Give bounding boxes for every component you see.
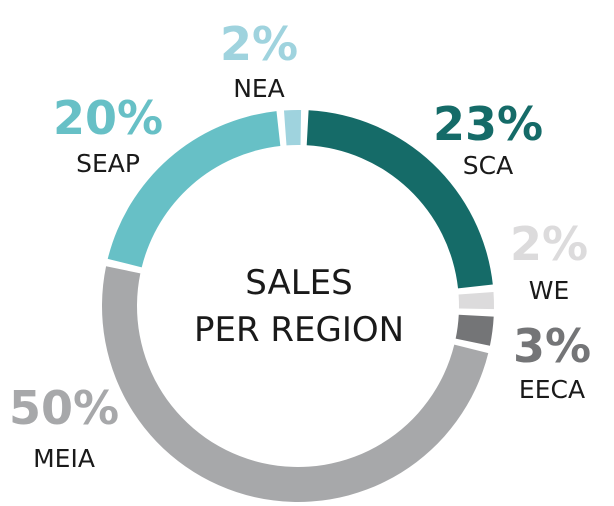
value-label-eeca: 3% — [513, 319, 591, 373]
slice-label-we: 2% WE — [510, 217, 588, 305]
slice-label-seap: 20% SEAP — [53, 91, 163, 178]
donut-slice-seap — [107, 111, 281, 268]
donut-slice-eeca — [455, 314, 494, 346]
slice-label-nea: 2% NEA — [220, 17, 298, 103]
value-label-seap: 20% — [53, 91, 163, 145]
region-label-meia: MEIA — [33, 444, 95, 473]
slice-label-eeca: 3% EECA — [513, 319, 591, 404]
value-label-meia: 50% — [9, 381, 119, 435]
value-label-we: 2% — [510, 217, 588, 271]
donut-slice-nea — [283, 110, 302, 146]
donut-slice-sca — [306, 110, 493, 289]
region-label-seap: SEAP — [76, 149, 140, 178]
region-label-sca: SCA — [463, 151, 513, 180]
chart-title-line-2: PER REGION — [194, 310, 404, 350]
chart-title-line-1: SALES — [245, 263, 352, 303]
donut-slice-meia — [102, 266, 489, 502]
value-label-sca: 23% — [433, 97, 543, 151]
region-label-we: WE — [529, 276, 570, 305]
slice-label-meia: 50% MEIA — [9, 381, 119, 473]
donut-slices — [102, 110, 494, 502]
donut-slice-we — [458, 291, 494, 310]
slice-label-sca: 23% SCA — [433, 97, 543, 180]
chart-title: SALES PER REGION — [194, 263, 404, 350]
value-label-nea: 2% — [220, 17, 298, 71]
region-label-eeca: EECA — [519, 375, 585, 404]
region-label-nea: NEA — [233, 74, 285, 103]
